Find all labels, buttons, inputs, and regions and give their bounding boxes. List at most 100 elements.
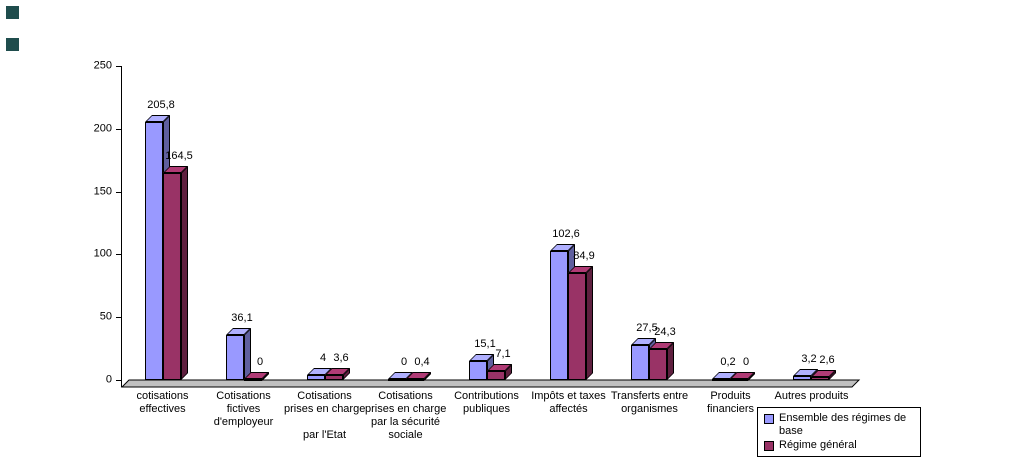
x-axis-label-line: Cotisations	[378, 390, 433, 402]
x-axis-label-cat1: cotisations effectives	[122, 390, 203, 416]
bar-front-face	[568, 273, 586, 380]
x-axis-label-line: Cotisations	[297, 390, 352, 402]
bar-series1-cat5	[469, 354, 494, 380]
x-axis-label-line: sociale	[388, 429, 423, 441]
bar-series2-cat3	[325, 368, 350, 380]
bar-front-face	[550, 251, 568, 380]
y-axis-tick-label: 150	[93, 185, 112, 198]
x-axis-label-line: prises en charge	[365, 403, 447, 415]
x-axis-label-cat3: Cotisations prises en charge par l'Etat	[284, 390, 365, 442]
value-label-series2-cat2: 0	[256, 356, 264, 368]
bar-front-face	[811, 377, 829, 380]
legend-label-regime-general: Régime général	[779, 439, 857, 451]
legend-item-ensemble: Ensemble des régimes de base	[762, 412, 916, 438]
value-label-series2-cat1: 164,5	[165, 150, 193, 162]
x-axis-label-line: effectives	[139, 403, 186, 415]
x-axis-label-line: affectés	[549, 403, 588, 415]
bar-series2-cat7	[649, 342, 674, 380]
legend-item-regime-general: Régime général	[762, 439, 916, 452]
bar-series1-cat6	[550, 244, 575, 380]
bar-series1-cat7	[631, 338, 656, 380]
value-label-series2-cat7: 24,3	[654, 326, 676, 338]
value-label-series1-cat8: 0,2	[720, 356, 736, 368]
bar-series1-cat3	[307, 368, 332, 380]
bar-front-face	[469, 361, 487, 380]
x-axis-label-cat8: Produits financiers	[690, 390, 771, 416]
legend-label-ensemble: Ensemble des régimes de base	[779, 412, 907, 437]
bar-front-face	[388, 379, 406, 381]
x-axis-label-cat6: Impôts et taxes affectés	[528, 390, 609, 416]
x-axis-label-line: Produits	[710, 390, 751, 402]
y-axis	[121, 66, 122, 387]
y-axis-tick	[116, 317, 121, 318]
y-axis-tick	[116, 192, 121, 193]
value-label-series1-cat4: 0	[400, 356, 408, 368]
bar-series1-cat4	[388, 372, 413, 381]
x-axis-label-line: prises en charge	[284, 403, 366, 415]
x-axis-label-cat9: Autres produits	[771, 390, 852, 403]
y-axis-tick-label: 100	[93, 247, 112, 260]
value-label-series2-cat5: 7,1	[495, 348, 511, 360]
decorative-square-top	[6, 6, 19, 19]
x-axis-label-line	[284, 416, 365, 429]
legend: Ensemble des régimes de base Régime géné…	[757, 407, 921, 457]
y-axis-tick-label: 200	[93, 122, 112, 135]
bar-front-face	[307, 375, 325, 380]
value-label-series2-cat4: 0,4	[414, 356, 430, 368]
bar-front-face	[712, 379, 730, 381]
x-axis-label-cat4: Cotisations prises en charge par la sécuri…	[365, 390, 446, 442]
x-axis-label-line: par la sécurité	[370, 416, 441, 428]
y-axis-tick	[116, 380, 121, 381]
legend-swatch-ensemble	[764, 414, 774, 424]
value-label-series2-cat6: 84,9	[573, 250, 595, 262]
x-axis-label-line: Contributions	[454, 390, 519, 402]
x-axis-label-cat7: Transferts entre organismes	[609, 390, 690, 416]
y-axis-tick	[116, 66, 121, 67]
x-axis-label-line: Cotisations	[216, 390, 271, 402]
value-label-series2-cat3: 3,6	[333, 352, 349, 364]
value-label-series2-cat8: 0	[742, 356, 750, 368]
value-label-series1-cat1: 205,8	[147, 99, 175, 111]
y-axis-tick	[116, 254, 121, 255]
bar-series1-cat9	[793, 369, 818, 380]
bar-front-face	[145, 122, 163, 380]
bar-series2-cat9	[811, 370, 836, 380]
bar-front-face	[406, 379, 424, 381]
bar-front-face	[226, 335, 244, 380]
x-axis-label-line: financiers	[706, 403, 755, 415]
value-label-series1-cat5: 15,1	[474, 338, 496, 350]
bar-front-face	[730, 379, 748, 381]
y-axis-tick-label: 0	[105, 373, 112, 386]
bar-series2-cat5	[487, 364, 512, 380]
bar-series2-cat8	[730, 372, 755, 381]
bar-front-face	[325, 375, 343, 380]
bar-series2-cat1	[163, 166, 188, 380]
bar-series2-cat4	[406, 372, 431, 381]
x-axis-label-line: par l'Etat	[302, 429, 347, 441]
x-axis-label-cat2: Cotisations fictives d'employeur	[203, 390, 284, 429]
value-label-series2-cat9: 2,6	[819, 354, 835, 366]
x-axis-label-line: Impôts et taxes	[531, 390, 606, 402]
bar-side-face	[586, 266, 593, 380]
value-label-series1-cat7: 27,5	[636, 322, 658, 334]
x-axis-label-line: Transferts entre	[610, 390, 689, 402]
bar-series1-cat8	[712, 372, 737, 381]
bar-series2-cat2	[244, 372, 269, 381]
x-axis-label-line: organismes	[621, 403, 678, 415]
bar-side-face	[181, 166, 188, 380]
value-label-series1-cat3: 4	[319, 352, 327, 364]
bar-front-face	[793, 376, 811, 380]
x-axis-label-line: d'employeur	[213, 416, 274, 428]
bar-front-face	[163, 173, 181, 380]
x-axis-label-line: fictives	[226, 403, 261, 415]
bar-front-face	[487, 371, 505, 380]
y-axis-tick	[116, 129, 121, 130]
bar-front-face	[649, 349, 667, 380]
value-label-series1-cat2: 36,1	[231, 312, 253, 324]
bar-front-face	[631, 345, 649, 380]
bar-series2-cat6	[568, 266, 593, 380]
legend-swatch-regime-general	[764, 441, 774, 451]
x-axis-label-line: cotisations	[136, 390, 189, 402]
